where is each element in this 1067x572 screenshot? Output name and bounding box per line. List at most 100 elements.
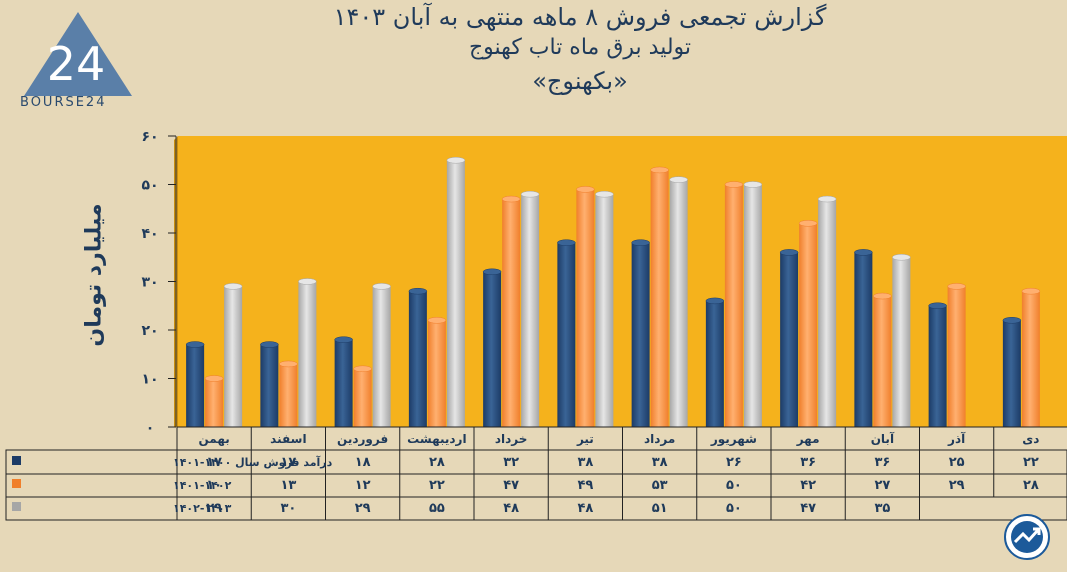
bar	[799, 223, 818, 427]
bar	[947, 286, 966, 427]
data-label: ۱۲	[355, 478, 371, 493]
bar-top	[817, 195, 837, 203]
bar	[502, 199, 521, 427]
y-tick-label: ۲۰	[141, 323, 158, 339]
bar-top	[372, 283, 391, 290]
bar-top	[650, 166, 669, 174]
x-tick-label: دی	[1022, 432, 1039, 446]
bar-top	[223, 283, 243, 290]
table-frame	[5, 449, 1067, 521]
bar-top	[353, 365, 372, 373]
bar	[408, 291, 427, 427]
data-label: ۵۰	[726, 478, 742, 493]
bar-top	[779, 249, 799, 256]
bar	[483, 271, 502, 427]
bar-top	[408, 287, 428, 295]
bar	[631, 242, 650, 427]
data-label: ۱۳	[280, 478, 296, 493]
legend-entry: ۱۴۰۲-۱۴۰۳	[173, 502, 232, 515]
bar	[928, 305, 947, 427]
legend-swatch	[12, 479, 21, 488]
bar-top	[798, 220, 818, 227]
bar-top	[185, 341, 205, 348]
title-line-3: «بکهنوج»	[532, 67, 628, 95]
data-label: ۱۰	[206, 478, 222, 493]
data-label: ۳۵	[874, 501, 890, 516]
x-tick-label: مهر	[796, 432, 820, 446]
data-label: ۱۸	[355, 455, 371, 470]
bar	[260, 344, 279, 427]
data-label: ۴۹	[577, 478, 593, 493]
bar-top	[260, 341, 279, 348]
x-tick-label: تیر	[576, 432, 594, 446]
title-line-1: گزارش تجمعی فروش ۸ ماهه منتهی به آبان ۱۴…	[333, 3, 827, 31]
y-tick-label: ۱۰	[141, 372, 158, 388]
bar-top	[1002, 317, 1022, 324]
bar-top	[873, 292, 892, 300]
bar	[1002, 320, 1021, 427]
bar	[650, 169, 669, 427]
logo-number: 24	[47, 37, 106, 91]
bar-top	[595, 190, 614, 198]
bar-top	[669, 176, 688, 183]
bar-top	[427, 317, 447, 324]
bar-top	[705, 297, 725, 305]
bar-top	[928, 302, 947, 309]
y-tick-label: ۳۰	[141, 275, 158, 291]
legend-swatch	[12, 456, 21, 465]
bar	[186, 344, 205, 427]
bar-top	[482, 268, 502, 276]
bar-top	[557, 239, 576, 246]
data-label: ۳۶	[800, 455, 816, 470]
data-label: ۵۰	[726, 501, 742, 516]
bar	[873, 296, 892, 427]
bar	[892, 257, 911, 427]
data-label: ۳۶	[874, 455, 890, 470]
data-label: ۴۸	[577, 501, 593, 516]
bar	[724, 184, 743, 427]
bar	[780, 252, 799, 427]
bar	[334, 339, 353, 427]
bar	[279, 363, 298, 427]
bar	[818, 199, 837, 427]
y-tick-label: ۴۰	[141, 226, 158, 242]
data-label: ۵۵	[429, 501, 445, 516]
data-label: ۵۱	[652, 501, 668, 516]
data-label: ۲۶	[726, 455, 742, 470]
data-label: ۱۷	[280, 455, 296, 470]
plot-area	[178, 136, 1067, 427]
bar-top	[854, 249, 873, 256]
data-label: ۲۲	[429, 478, 445, 493]
bar	[1021, 291, 1040, 427]
logo-triangle-icon: 24	[24, 12, 132, 96]
data-label: ۴۲	[800, 478, 816, 493]
legend-entry: درآمد فروش سال ۱۴۰۰-۱۴۰۱	[173, 455, 333, 469]
data-label: ۳۸	[652, 455, 668, 470]
x-tick-label: شهریور	[710, 432, 757, 447]
bar-top	[1021, 287, 1041, 295]
data-label: ۲۲	[1023, 455, 1039, 470]
bar	[427, 320, 446, 427]
bar	[743, 184, 762, 427]
bar-top	[631, 239, 650, 246]
y-axis-label-wrap: میلیارد تومان	[64, 200, 124, 350]
bar-top	[724, 181, 744, 188]
bar	[446, 160, 465, 427]
bar	[521, 194, 540, 427]
data-label: ۴۸	[503, 501, 519, 516]
legend-swatch	[12, 502, 21, 511]
bar-top	[743, 181, 763, 188]
bar-top	[576, 186, 595, 193]
data-label: ۲۸	[1023, 478, 1039, 493]
bar	[557, 242, 576, 427]
bar	[205, 378, 224, 427]
x-tick-label: آذر	[947, 431, 966, 446]
bar	[669, 179, 688, 427]
data-label: ۱۷	[206, 455, 222, 470]
y-tick-label: ۰	[146, 420, 155, 436]
x-tick-label: مرداد	[644, 432, 675, 446]
legend-entry: ۱۴۰۱-۱۴۰۲	[173, 479, 232, 492]
chart-title: گزارش تجمعی فروش ۸ ماهه منتهی به آبان ۱۴…	[280, 2, 880, 96]
bourse24-logo: 24	[12, 8, 142, 118]
